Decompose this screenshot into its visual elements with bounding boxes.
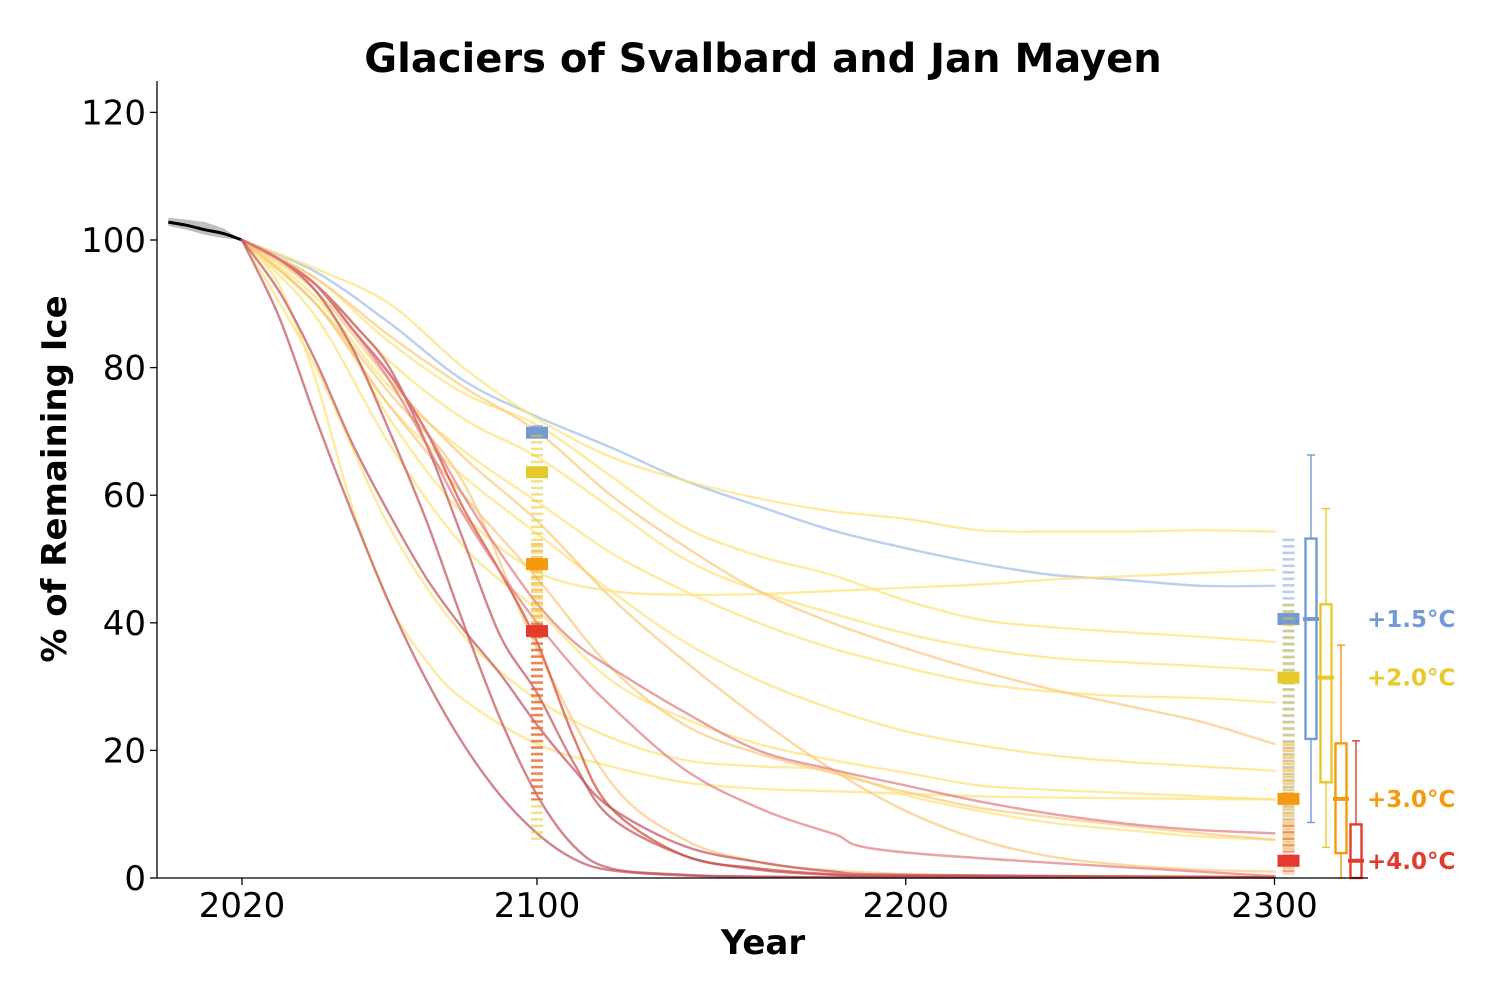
series-line-1-6 bbox=[240, 238, 1276, 801]
series-line-3-6 bbox=[240, 238, 1276, 879]
series-line-3-3 bbox=[240, 238, 1276, 878]
y-tick-label-5: 100 bbox=[81, 221, 146, 261]
box-2300-1 bbox=[1319, 603, 1333, 784]
axis-ticks: 2020 2100 2200 2300 0 20 40 60 80 100 120 bbox=[81, 93, 1318, 926]
x-tick-label-2: 2200 bbox=[862, 886, 949, 926]
x-tick-label-0: 2020 bbox=[199, 886, 286, 926]
series-line-3-2 bbox=[240, 238, 1276, 879]
x-axis-label: Year bbox=[720, 923, 806, 963]
y-tick-label-6: 120 bbox=[81, 93, 146, 133]
median-2300-marker-2 bbox=[1277, 792, 1300, 805]
y-tick-label-0: 0 bbox=[124, 859, 146, 899]
x-tick-label-3: 2300 bbox=[1231, 886, 1318, 926]
historical-line bbox=[168, 220, 243, 242]
series-line-2-3 bbox=[240, 238, 1276, 878]
series-line-1-3 bbox=[240, 238, 1276, 672]
median-2300-marker-1 bbox=[1277, 671, 1300, 684]
box-2300-0 bbox=[1304, 537, 1318, 741]
series-line-3-5 bbox=[240, 238, 1276, 879]
series-line-1-4 bbox=[240, 238, 1276, 704]
median-2100-marker-1 bbox=[526, 466, 548, 479]
x-tick-label-1: 2100 bbox=[494, 886, 581, 926]
y-tick-label-1: 20 bbox=[103, 731, 146, 771]
series-line-1-1 bbox=[240, 238, 1276, 597]
series-line-1-7 bbox=[240, 238, 1276, 841]
series-line-3-0 bbox=[240, 238, 1276, 879]
chart-title: Glaciers of Svalbard and Jan Mayen bbox=[364, 36, 1161, 82]
series-line-3-4 bbox=[240, 238, 1276, 835]
y-tick-label-3: 60 bbox=[103, 476, 146, 516]
series-line-3-1 bbox=[240, 238, 1276, 879]
scenario-label-3: +4.0°C bbox=[1367, 849, 1455, 875]
series-line-2-1 bbox=[240, 238, 1276, 873]
series-line-2-2 bbox=[240, 238, 1276, 841]
median-2100-marker-2 bbox=[526, 558, 548, 571]
plot-area: +1.5°C +2.0°C +3.0°C +4.0°C bbox=[168, 217, 1455, 880]
scenario-label-2: +3.0°C bbox=[1367, 787, 1455, 813]
y-tick-label-4: 80 bbox=[103, 349, 146, 389]
y-tick-label-2: 40 bbox=[103, 604, 146, 644]
series-line-2-0 bbox=[240, 238, 1276, 746]
series-line-1-8 bbox=[240, 238, 1276, 801]
y-axis-label: % of Remaining Ice bbox=[35, 295, 75, 662]
median-2300-marker-3 bbox=[1277, 854, 1300, 867]
series-line-1-2 bbox=[240, 238, 1276, 644]
scenario-label-1: +2.0°C bbox=[1367, 666, 1455, 692]
box-2300-3 bbox=[1349, 823, 1363, 880]
series-line-1-0 bbox=[240, 238, 1276, 533]
median-2100-marker-3 bbox=[526, 625, 548, 638]
scenario-label-0: +1.5°C bbox=[1367, 607, 1455, 633]
